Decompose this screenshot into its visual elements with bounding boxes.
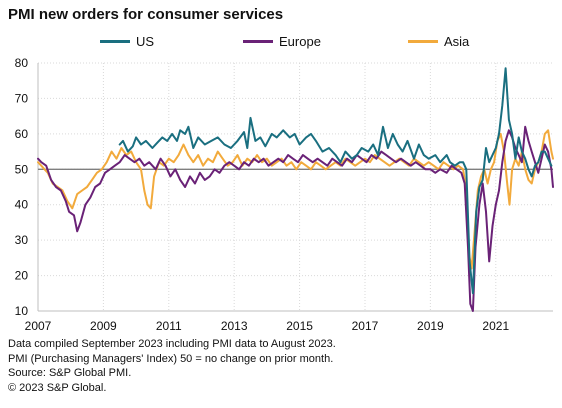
series-line-us [118,67,553,295]
chart-notes: Data compiled September 2023 including P… [8,337,336,395]
x-tick-label: 2021 [482,319,509,333]
legend-label-europe: Europe [279,34,321,49]
y-tick-label: 80 [15,56,29,70]
y-tick-label: 70 [15,91,29,105]
y-tick-label: 50 [15,162,29,176]
line-chart: 10 20 30 40 50 60 70 80 2007 2009 2011 2013 2015 201… [15,56,554,333]
legend-label-asia: Asia [444,34,470,49]
legend-swatch-asia [408,40,438,43]
y-tick-label: 40 [15,198,29,212]
series-line-europe [37,125,554,312]
y-tick-label: 30 [15,233,29,247]
legend-item-europe: Europe [243,34,321,49]
chart-title: PMI new orders for consumer services [8,6,284,23]
note-data-compiled: Data compiled September 2023 including P… [8,338,336,350]
x-tick-label: 2017 [352,319,379,333]
legend-label-us: US [136,34,155,49]
x-tick-label: 2009 [90,319,117,333]
x-tick-label: 2019 [417,319,444,333]
x-tick-label: 2015 [286,319,313,333]
legend-item-asia: Asia [408,34,469,49]
y-tick-label: 20 [15,269,29,283]
y-tick-label: 60 [15,127,29,141]
x-axis-ticks: 2007 2009 2011 2013 2015 2017 2019 2021 [25,319,510,333]
note-source: Source: S&P Global PMI. [8,367,132,379]
note-pmi-definition: PMI (Purchasing Managers' Index) 50 = no… [8,352,334,365]
legend-swatch-europe [243,40,273,43]
x-tick-label: 2013 [221,319,248,333]
chart-series [37,67,554,312]
y-axis-ticks: 10 20 30 40 50 60 70 80 [15,56,29,318]
x-tick-label: 2007 [25,319,52,333]
note-copyright: © 2023 S&P Global. [8,381,107,394]
y-tick-label: 10 [15,304,29,318]
series-line-asia [37,129,554,270]
legend-item-us: US [100,34,154,49]
x-tick-label: 2011 [156,319,182,333]
chart-legend: US Europe Asia [0,34,562,52]
legend-swatch-us [100,40,130,43]
chart-grid [37,62,553,312]
